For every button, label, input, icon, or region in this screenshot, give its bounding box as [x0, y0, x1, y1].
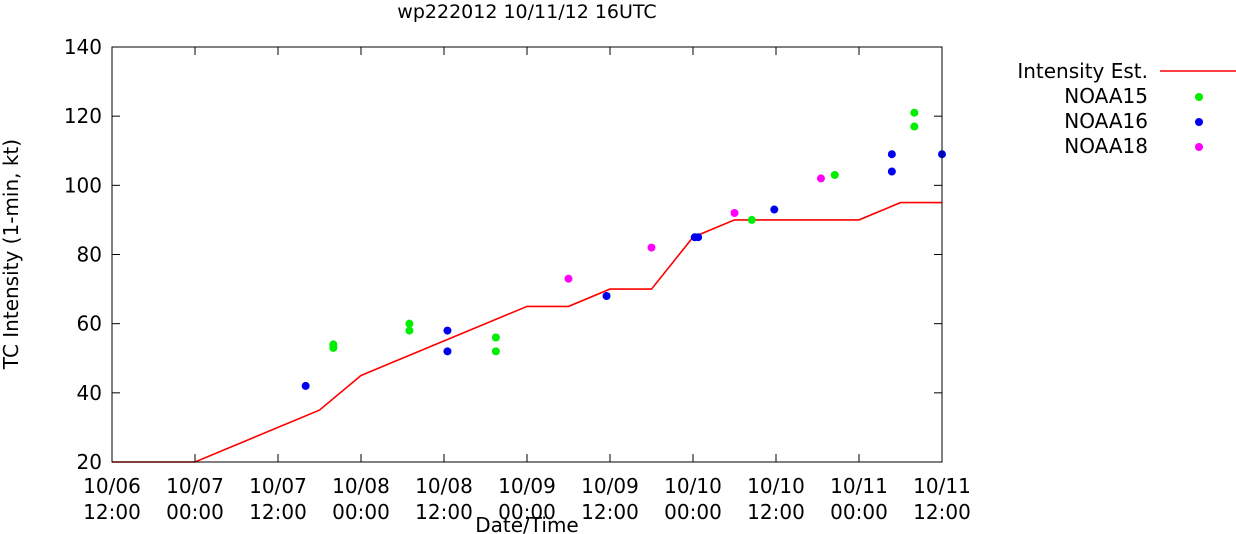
data-point-noaa16-2 — [443, 347, 452, 356]
y-axis-title: TC Intensity (1-min, kt) — [0, 139, 23, 370]
y-tick-label: 140 — [64, 35, 102, 59]
series-line-intensity-est — [112, 201, 942, 463]
x-tick-label-time: 12:00 — [415, 500, 473, 524]
legend-swatch-noaa15 — [1195, 93, 1203, 101]
data-point-noaa18-0 — [564, 274, 573, 283]
data-point-noaa16-0 — [301, 381, 310, 390]
x-tick-label-time: 12:00 — [581, 500, 639, 524]
x-tick-label-time: 12:00 — [747, 500, 805, 524]
plot-frame — [111, 46, 943, 463]
legend-swatch-noaa18 — [1195, 143, 1203, 151]
y-tick-label: 80 — [77, 243, 102, 267]
x-tick-label-date: 10/11 — [830, 474, 888, 498]
x-tick-label-time: 12:00 — [249, 500, 307, 524]
y-tick-label: 40 — [77, 381, 102, 405]
data-point-noaa15-2 — [405, 319, 414, 328]
x-axis-title: Date/Time — [475, 513, 579, 534]
data-point-noaa16-6 — [770, 205, 779, 214]
data-point-noaa15-1 — [329, 343, 338, 352]
data-point-noaa15-3 — [405, 326, 414, 335]
data-point-noaa18-1 — [647, 243, 656, 252]
data-point-noaa15-6 — [747, 215, 756, 224]
legend-label-noaa15: NOAA15 — [1064, 84, 1148, 108]
x-tick-label-date: 10/09 — [581, 474, 639, 498]
x-tick-label-date: 10/07 — [166, 474, 224, 498]
x-tick-label-date: 10/10 — [664, 474, 722, 498]
y-tick-label: 20 — [77, 450, 102, 474]
x-tick-label-date: 10/11 — [913, 474, 971, 498]
data-point-noaa18-2 — [730, 209, 739, 217]
data-point-noaa15-4 — [491, 333, 500, 342]
x-tick-label-time: 00:00 — [166, 500, 224, 524]
data-point-noaa15-5 — [491, 347, 500, 356]
x-tick-label-date: 10/10 — [747, 474, 805, 498]
data-point-noaa16-3 — [602, 292, 611, 300]
x-tick-label-time: 00:00 — [830, 500, 888, 524]
chart-title: wp222012 10/11/12 16UTC — [397, 1, 656, 23]
data-point-noaa18-3 — [816, 174, 825, 183]
x-tick-label-date: 10/08 — [415, 474, 473, 498]
x-tick-label-date: 10/07 — [249, 474, 307, 498]
x-tick-label-time: 12:00 — [83, 500, 141, 524]
y-tick-label: 100 — [64, 173, 102, 197]
legend-label-noaa16: NOAA16 — [1064, 109, 1148, 133]
data-point-noaa16-5 — [694, 233, 703, 242]
x-tick-label-time: 12:00 — [913, 500, 971, 524]
legend-label-intensity-est-: Intensity Est. — [1017, 59, 1148, 83]
x-tick-label-date: 10/08 — [332, 474, 390, 498]
data-point-noaa16-8 — [887, 167, 896, 176]
x-tick-label-time: 00:00 — [664, 500, 722, 524]
legend-swatch-noaa16 — [1195, 118, 1203, 126]
data-point-noaa16-7 — [887, 150, 896, 159]
x-tick-label-time: 00:00 — [332, 500, 390, 524]
x-tick-label-time: 00:00 — [498, 500, 556, 524]
plot-area: 2040608010012014010/0612:0010/0700:0010/… — [64, 35, 971, 524]
data-point-noaa15-9 — [910, 122, 919, 131]
y-tick-label: 60 — [77, 312, 102, 336]
x-tick-label-date: 10/09 — [498, 474, 556, 498]
legend-label-noaa18: NOAA18 — [1064, 134, 1148, 158]
data-point-noaa16-1 — [443, 326, 452, 335]
y-tick-label: 120 — [64, 104, 102, 128]
x-tick-label-date: 10/06 — [83, 474, 141, 498]
data-point-noaa15-8 — [910, 108, 919, 117]
data-point-noaa15-7 — [830, 170, 839, 179]
